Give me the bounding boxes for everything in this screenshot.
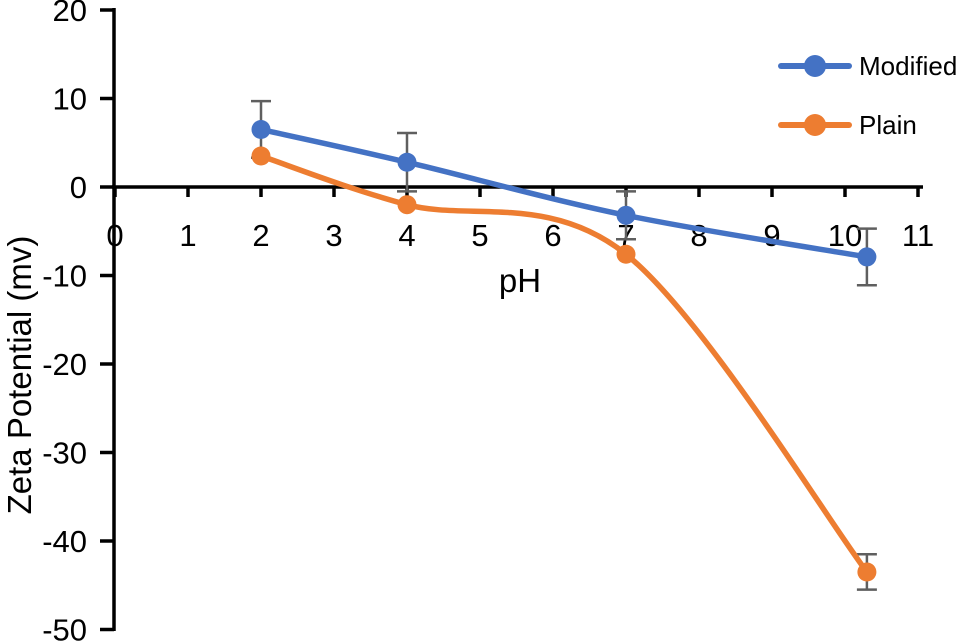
y-tick-label: -30 — [42, 436, 87, 471]
y-tick-label: -40 — [42, 524, 87, 559]
data-point-plain — [251, 146, 271, 166]
y-tick-label: 20 — [53, 0, 87, 28]
data-point-modified — [616, 205, 636, 225]
x-tick-label: 8 — [690, 218, 707, 253]
x-tick-label: 6 — [544, 218, 561, 253]
data-point-plain — [616, 244, 636, 264]
x-tick-label: 2 — [252, 218, 269, 253]
series-line-plain — [258, 153, 870, 575]
legend-label-plain: Plain — [859, 109, 917, 140]
y-tick-label: -10 — [42, 259, 87, 294]
data-point-plain — [857, 562, 877, 582]
legend: Modified Plain — [778, 49, 957, 142]
legend-item-plain: Plain — [778, 108, 957, 142]
legend-item-modified: Modified — [778, 49, 957, 83]
y-tick-label: 10 — [53, 82, 87, 117]
y-tick-label: -50 — [42, 613, 87, 641]
series-line-modified — [258, 126, 870, 260]
legend-label-modified: Modified — [859, 50, 958, 81]
x-tick-label: 9 — [763, 218, 780, 253]
y-tick-label: -20 — [42, 347, 87, 382]
x-tick-label: 4 — [398, 218, 415, 253]
x-tick-label: 10 — [828, 218, 862, 253]
y-axis-title: Zeta Potential (mv) — [1, 235, 38, 515]
x-axis-title: pH — [498, 262, 542, 299]
x-tick-label: 1 — [179, 218, 196, 253]
data-point-modified — [251, 119, 271, 139]
x-tick-label: 3 — [325, 218, 342, 253]
data-point-plain — [397, 195, 417, 215]
data-point-modified — [857, 247, 877, 267]
modified-series-swatch-icon — [778, 49, 852, 83]
y-tick-label: 0 — [70, 170, 87, 205]
x-tick-label: 11 — [902, 218, 934, 253]
data-point-modified — [397, 152, 417, 172]
plain-series-swatch-icon — [778, 108, 852, 142]
x-tick-label: 5 — [471, 218, 488, 253]
